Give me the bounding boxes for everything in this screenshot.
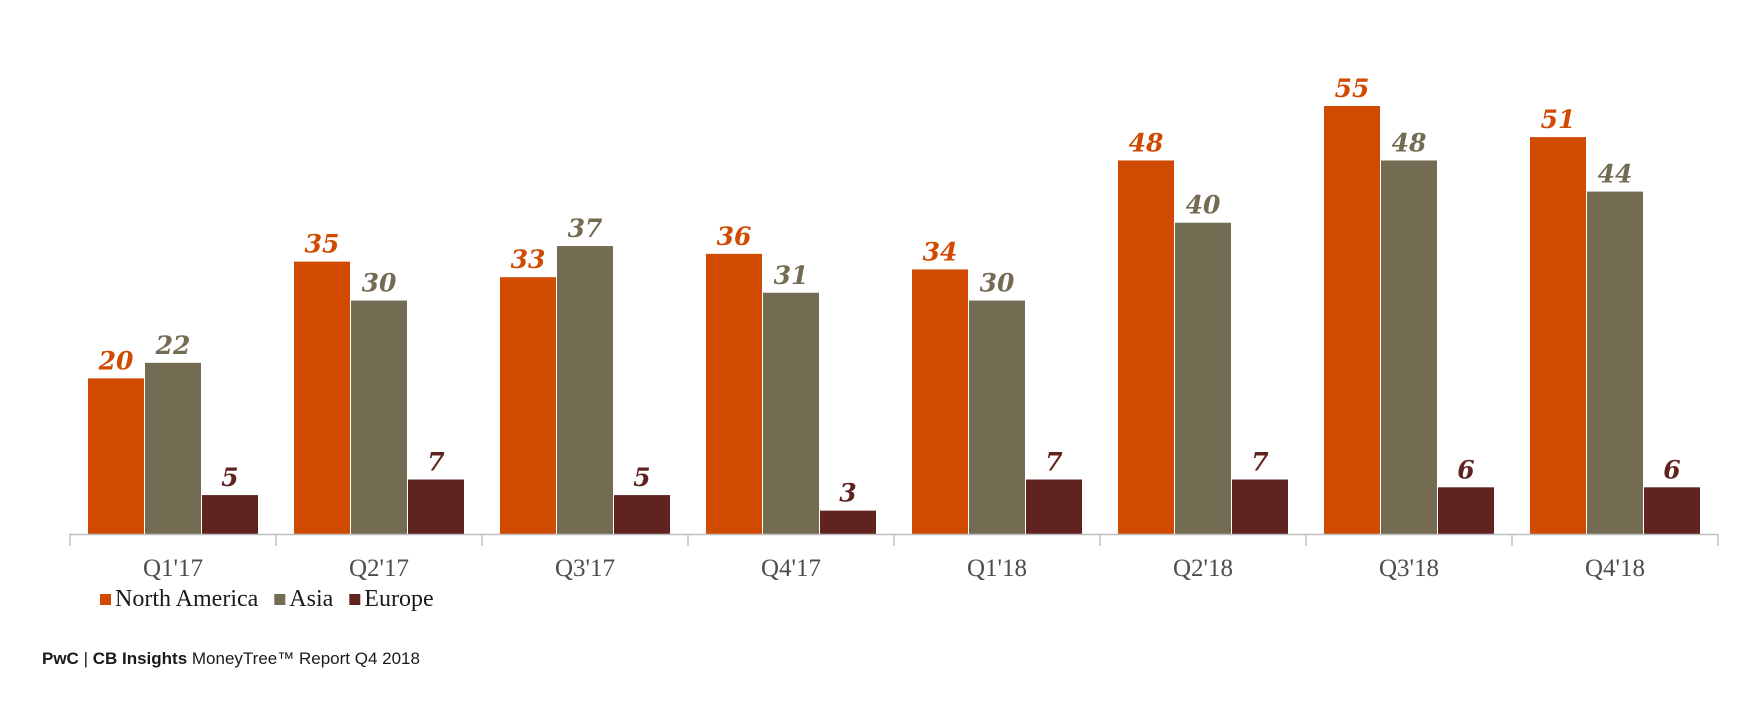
- data-label: 3: [839, 479, 856, 508]
- bar: [1026, 479, 1082, 534]
- legend-label: Europe: [364, 586, 433, 612]
- bar: [1232, 479, 1288, 534]
- footer-source: PwC | CB Insights MoneyTree™ Report Q4 2…: [42, 649, 420, 669]
- bar: [706, 253, 762, 534]
- data-label: 7: [1045, 448, 1063, 477]
- data-label: 6: [1663, 455, 1680, 484]
- bar: [969, 300, 1025, 534]
- data-label: 5: [221, 463, 238, 492]
- footer-report: MoneyTree™ Report Q4 2018: [187, 649, 420, 668]
- x-tick-label: Q2'17: [349, 555, 409, 582]
- legend-label: North America: [115, 586, 259, 612]
- data-label: 5: [633, 463, 650, 492]
- data-label: 7: [1251, 448, 1269, 477]
- x-tick-label: Q4'18: [1585, 555, 1645, 582]
- bar: [912, 269, 968, 534]
- x-tick-label: Q1'17: [143, 555, 203, 582]
- bar: [820, 510, 876, 534]
- data-label: 30: [362, 269, 397, 298]
- x-tick-label: Q4'17: [761, 555, 821, 582]
- bar: [202, 495, 258, 534]
- data-label: 34: [923, 237, 958, 266]
- bar: [1644, 487, 1700, 534]
- bar: [1324, 106, 1380, 534]
- data-label: 6: [1457, 455, 1474, 484]
- bar: [557, 246, 613, 534]
- legend-label: Asia: [289, 586, 333, 612]
- data-label: 55: [1335, 74, 1370, 103]
- bar: [1381, 160, 1437, 535]
- x-tick-label: Q3'17: [555, 555, 615, 582]
- bar: [1530, 137, 1586, 535]
- data-label: 44: [1598, 160, 1633, 189]
- bar: [294, 261, 350, 534]
- bar: [500, 277, 556, 534]
- bar: [145, 362, 201, 534]
- footer-separator: |: [78, 649, 93, 668]
- bar: [1587, 191, 1643, 534]
- legend-swatch: [100, 594, 111, 605]
- legend-swatch: [274, 594, 286, 605]
- bar: [1438, 487, 1494, 534]
- data-label: 51: [1541, 105, 1576, 134]
- data-label: 36: [717, 222, 752, 251]
- footer-brand-pwc: PwC: [42, 649, 79, 668]
- data-label: 31: [774, 261, 809, 290]
- bar: [351, 300, 407, 534]
- x-tick-label: Q2'18: [1173, 555, 1233, 582]
- data-label: 35: [305, 230, 340, 259]
- data-label: 37: [568, 214, 603, 243]
- data-label: 40: [1186, 191, 1221, 220]
- data-label: 30: [980, 269, 1015, 298]
- footer-brand-cbinsights: CB Insights: [92, 649, 188, 668]
- data-label: 7: [427, 448, 445, 477]
- legend-swatch: [349, 594, 361, 605]
- bar: [1118, 160, 1174, 535]
- data-label: 48: [1129, 128, 1164, 157]
- bar: [614, 495, 670, 534]
- bar: [763, 292, 819, 534]
- x-tick-label: Q3'18: [1379, 555, 1439, 582]
- data-label: 22: [155, 331, 191, 360]
- bar: [1175, 222, 1231, 534]
- data-label: 33: [511, 245, 546, 274]
- data-label: 48: [1392, 128, 1427, 157]
- bar: [88, 378, 144, 534]
- bar: [408, 479, 464, 534]
- x-tick-label: Q1'18: [967, 555, 1027, 582]
- data-label: 20: [98, 346, 134, 375]
